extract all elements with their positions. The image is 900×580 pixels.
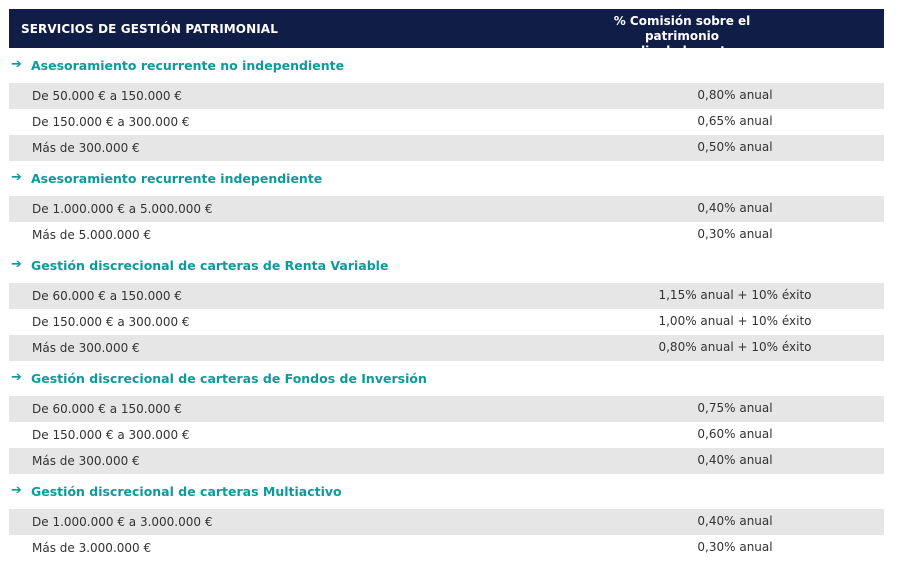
commission-value: 0,30% anual — [697, 540, 773, 554]
table-row: Más de 5.000.000 € 0,30% anual — [9, 222, 884, 248]
right-arrow-icon: ➔ — [11, 483, 22, 498]
commission-value: 0,40% anual — [697, 453, 773, 467]
table-row: De 60.000 € a 150.000 € 1,15% anual + 10%… — [9, 283, 884, 309]
commission-value: 1,15% anual + 10% éxito — [658, 288, 812, 302]
table-row: De 150.000 € a 300.000 € 0,65% anual — [9, 109, 884, 135]
section-title-label: Asesoramiento recurrente no independient… — [31, 58, 345, 73]
patrimony-range: Más de 300.000 € — [32, 341, 140, 355]
patrimony-range: De 1.000.000 € a 3.000.000 € — [32, 515, 213, 529]
patrimony-range: De 150.000 € a 300.000 € — [32, 115, 190, 129]
patrimony-range: Más de 300.000 € — [32, 454, 140, 468]
sections-container: ➔ Asesoramiento recurrente no independien… — [9, 48, 884, 561]
right-arrow-icon: ➔ — [11, 370, 22, 385]
commission-value: 0,80% anual + 10% éxito — [658, 340, 812, 354]
table-row: De 60.000 € a 150.000 € 0,75% anual — [9, 396, 884, 422]
commission-value: 1,00% anual + 10% éxito — [658, 314, 812, 328]
section-title-label: Gestión discrecional de carteras de Rent… — [31, 258, 389, 273]
section-title-label: Gestión discrecional de carteras de Fond… — [31, 371, 427, 386]
table-row: De 150.000 € a 300.000 € 1,00% anual + 10… — [9, 309, 884, 335]
commission-value: 0,40% anual — [697, 514, 773, 528]
section-title: ➔ Asesoramiento recurrente independiente — [9, 161, 884, 196]
commission-value: 0,75% anual — [697, 401, 773, 415]
patrimony-range: De 1.000.000 € a 5.000.000 € — [32, 202, 213, 216]
header-fee-label: % Comisión sobre el patrimonio medio de … — [607, 14, 757, 59]
commission-value: 0,40% anual — [697, 201, 773, 215]
commission-value: 0,80% anual — [697, 88, 773, 102]
table-header: SERVICIOS DE GESTIÓN PATRIMONIAL % Comis… — [9, 9, 884, 58]
table-row: De 1.000.000 € a 3.000.000 € 0,40% anual — [9, 509, 884, 535]
patrimony-range: De 60.000 € a 150.000 € — [32, 402, 182, 416]
commission-value: 0,30% anual — [697, 227, 773, 241]
table-row: Más de 300.000 € 0,40% anual — [9, 448, 884, 474]
right-arrow-icon: ➔ — [11, 170, 22, 185]
commission-value: 0,50% anual — [697, 140, 773, 154]
patrimony-range: De 150.000 € a 300.000 € — [32, 428, 190, 442]
patrimony-range: De 60.000 € a 150.000 € — [32, 289, 182, 303]
table-row: Más de 3.000.000 € 0,30% anual — [9, 535, 884, 561]
patrimony-range: De 50.000 € a 150.000 € — [32, 89, 182, 103]
section-title-label: Asesoramiento recurrente independiente — [31, 171, 323, 186]
table-row: Más de 300.000 € 0,80% anual + 10% éxito — [9, 335, 884, 361]
section-title-label: Gestión discrecional de carteras Multiac… — [31, 484, 342, 499]
right-arrow-icon: ➔ — [11, 57, 22, 72]
section-title: ➔ Gestión discrecional de carteras de Ren… — [9, 248, 884, 283]
patrimony-range: Más de 5.000.000 € — [32, 228, 152, 242]
patrimony-range: Más de 3.000.000 € — [32, 541, 152, 555]
header-service-label: SERVICIOS DE GESTIÓN PATRIMONIAL — [21, 22, 278, 36]
table-row: De 50.000 € a 150.000 € 0,80% anual — [9, 83, 884, 109]
header-fee-label-line2: medio de la cartera — [615, 44, 749, 58]
commission-value: 0,65% anual — [697, 114, 773, 128]
fee-table: SERVICIOS DE GESTIÓN PATRIMONIAL % Comis… — [9, 9, 884, 561]
right-arrow-icon: ➔ — [11, 257, 22, 272]
section-title: ➔ Gestión discrecional de carteras de Fon… — [9, 361, 884, 396]
table-row: De 150.000 € a 300.000 € 0,60% anual — [9, 422, 884, 448]
table-row: De 1.000.000 € a 5.000.000 € 0,40% anual — [9, 196, 884, 222]
table-row: Más de 300.000 € 0,50% anual — [9, 135, 884, 161]
patrimony-range: De 150.000 € a 300.000 € — [32, 315, 190, 329]
commission-value: 0,60% anual — [697, 427, 773, 441]
section-title: ➔ Gestión discrecional de carteras Multia… — [9, 474, 884, 509]
header-fee-label-line1: % Comisión sobre el patrimonio — [613, 14, 751, 43]
patrimony-range: Más de 300.000 € — [32, 141, 140, 155]
section-title: ➔ Asesoramiento recurrente no independien… — [9, 48, 884, 83]
